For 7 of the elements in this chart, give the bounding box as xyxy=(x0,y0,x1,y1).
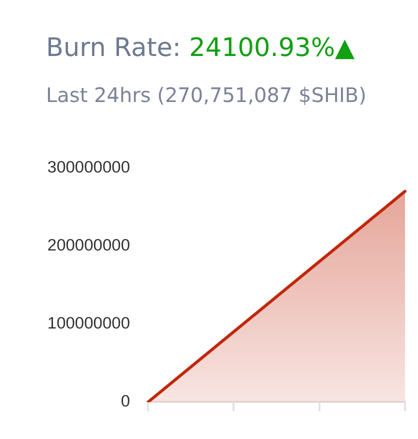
y-tick-label: 100000000 xyxy=(47,314,130,333)
y-tick-label: 0 xyxy=(120,392,130,411)
y-tick-label: 300000000 xyxy=(47,158,130,176)
y-tick-label: 200000000 xyxy=(47,236,130,255)
chart-subtitle: Last 24hrs (270,751,087 $SHIB) xyxy=(46,83,366,107)
text: 24100.93%▲ xyxy=(189,32,355,62)
chart-title: Burn Rate: xyxy=(46,32,182,62)
